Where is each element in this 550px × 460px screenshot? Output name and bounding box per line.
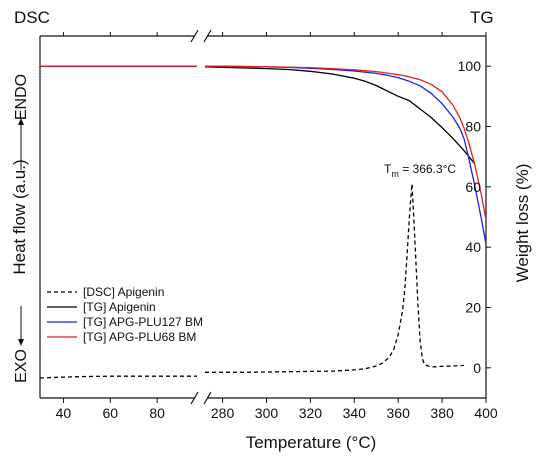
legend-label-2: [TG] Apigenin	[83, 300, 156, 314]
annotation-layer: Tm = 366.3°C	[384, 162, 456, 179]
legend-label-1: [DSC] Apigenin	[83, 285, 164, 299]
endo-exo-arrows	[18, 118, 24, 346]
axis-break-mark-bottom-1	[190, 391, 199, 405]
x-tick-label: 80	[149, 405, 165, 421]
series-layer	[39, 65, 487, 379]
axis-break-mark-top-1	[190, 29, 199, 43]
x-tick-label: 40	[56, 405, 72, 421]
y-right-tick-label: 80	[465, 119, 481, 135]
tick-layer: 40 60 80 280 300 320 340 360 380 400 0 20 40 60 80 100	[56, 32, 498, 421]
series-line-3	[40, 65, 487, 245]
x-tick-label: 280	[211, 405, 235, 421]
x-tick-label: 400	[474, 405, 498, 421]
legend: [DSC] Apigenin[TG] Apigenin[TG] APG-PLU1…	[47, 285, 203, 344]
dsc-corner-label: DSC	[14, 8, 50, 27]
series-line-4	[40, 65, 487, 221]
exo-arrow-head	[18, 339, 24, 346]
x-tick-label: 360	[387, 405, 411, 421]
plot-frame	[39, 29, 487, 405]
axis-title-layer: Temperature (°C) Heat flow (a.u.) Weight…	[10, 74, 532, 452]
left-axis-title: Heat flow (a.u.)	[10, 159, 29, 274]
y-right-tick-label: 60	[465, 179, 481, 195]
endo-arrow-head	[18, 118, 24, 125]
right-axis-title: Weight loss (%)	[513, 164, 532, 283]
static-layer: DSC TG	[14, 8, 494, 27]
tg-corner-label: TG	[470, 8, 494, 27]
x-tick-label: 60	[103, 405, 119, 421]
axis-break-mark-bottom-2	[203, 391, 212, 405]
x-tick-label: 380	[430, 405, 454, 421]
y-right-tick-label: 20	[465, 300, 481, 316]
legend-label-4: [TG] APG-PLU68 BM	[83, 330, 196, 344]
y-right-tick-label: 0	[473, 360, 481, 376]
x-tick-label: 340	[343, 405, 367, 421]
y-right-tick-label: 40	[465, 239, 481, 255]
exo-label: EXO	[13, 349, 30, 383]
legend-label-3: [TG] APG-PLU127 BM	[83, 315, 203, 329]
endo-label: ENDO	[13, 74, 30, 120]
series-line-1	[39, 183, 465, 379]
y-right-tick-label: 100	[458, 58, 482, 74]
axis-break-mark-top-2	[203, 29, 212, 43]
x-axis-title: Temperature (°C)	[246, 433, 377, 452]
x-tick-label: 300	[255, 405, 279, 421]
tm-annotation: Tm = 366.3°C	[384, 162, 456, 179]
x-tick-label: 320	[299, 405, 323, 421]
